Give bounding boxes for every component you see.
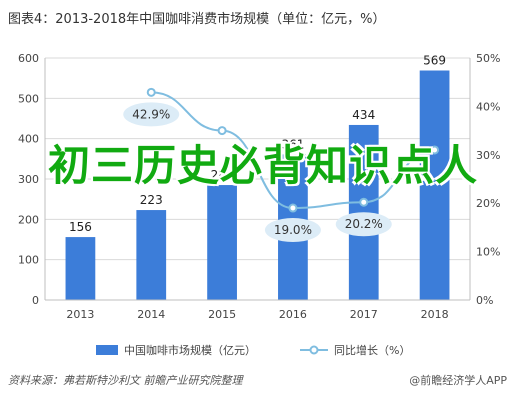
y2-tick-label: 20% <box>476 197 500 210</box>
legend-line-label: 同比增长（%） <box>334 343 410 357</box>
y2-tick-label: 30% <box>476 149 500 162</box>
bar <box>136 210 167 300</box>
line-label-bubble <box>335 212 392 237</box>
bar-value-label: 156 <box>69 220 92 234</box>
bar-value-label: 285 <box>211 168 234 182</box>
legend: 中国咖啡市场规模（亿元） 同比增长（%） <box>96 343 410 357</box>
y-tick-label: 600 <box>18 52 39 65</box>
x-tick-label: 2016 <box>279 308 307 321</box>
line-value-label: 20.2% <box>345 217 383 231</box>
x-tick-label: 2014 <box>137 308 165 321</box>
bar-value-label: 569 <box>423 54 446 68</box>
y-tick-label: 100 <box>18 254 39 267</box>
legend-line-marker <box>309 345 319 355</box>
y-tick-label: 300 <box>18 173 39 186</box>
bar <box>65 237 96 300</box>
legend-bar-label: 中国咖啡市场规模（亿元） <box>124 343 256 357</box>
brand-credit: @前瞻经济学人APP <box>409 374 507 387</box>
y2-tick-label: 0% <box>476 294 493 307</box>
bar <box>207 185 237 300</box>
legend-bar-swatch <box>96 345 118 355</box>
bar <box>419 70 450 301</box>
bar-value-label: 434 <box>352 108 375 122</box>
growth-line-series: 42.9% 19.0% 20.2% <box>123 87 440 243</box>
x-tick-label: 2015 <box>208 308 236 321</box>
axes: 0 100 200 300 400 500 600 0% 10% 20% 30% 40% 50% 2013… <box>18 52 500 321</box>
y2-tick-label: 40% <box>476 100 500 113</box>
line-label-bubble <box>264 218 321 243</box>
y-tick-label: 400 <box>18 133 39 146</box>
y2-tick-label: 50% <box>476 52 500 65</box>
line-point <box>146 87 156 97</box>
source-note: 资料来源：弗若斯特沙利文 前瞻产业研究院整理 <box>8 374 243 387</box>
line-point <box>359 197 369 207</box>
bar-value-label: 361 <box>281 137 304 151</box>
line-value-label: 19.0% <box>274 223 312 237</box>
line-point <box>217 126 227 136</box>
line-point <box>430 145 440 155</box>
y2-tick-label: 10% <box>476 246 500 259</box>
line-point <box>288 203 298 213</box>
bar-value-label: 223 <box>140 193 163 207</box>
x-tick-label: 2018 <box>421 308 449 321</box>
line-label-bubble <box>123 102 180 127</box>
x-tick-label: 2013 <box>66 308 94 321</box>
y-tick-label: 200 <box>18 213 39 226</box>
y-tick-label: 0 <box>32 294 39 307</box>
x-tick-label: 2017 <box>350 308 378 321</box>
chart-title: 图表4：2013-2018年中国咖啡消费市场规模（单位：亿元，%） <box>8 12 386 27</box>
y-tick-label: 500 <box>18 92 39 105</box>
overlay-text: 初三历史必背知识点人 <box>47 141 478 190</box>
line-value-label: 42.9% <box>132 107 170 121</box>
